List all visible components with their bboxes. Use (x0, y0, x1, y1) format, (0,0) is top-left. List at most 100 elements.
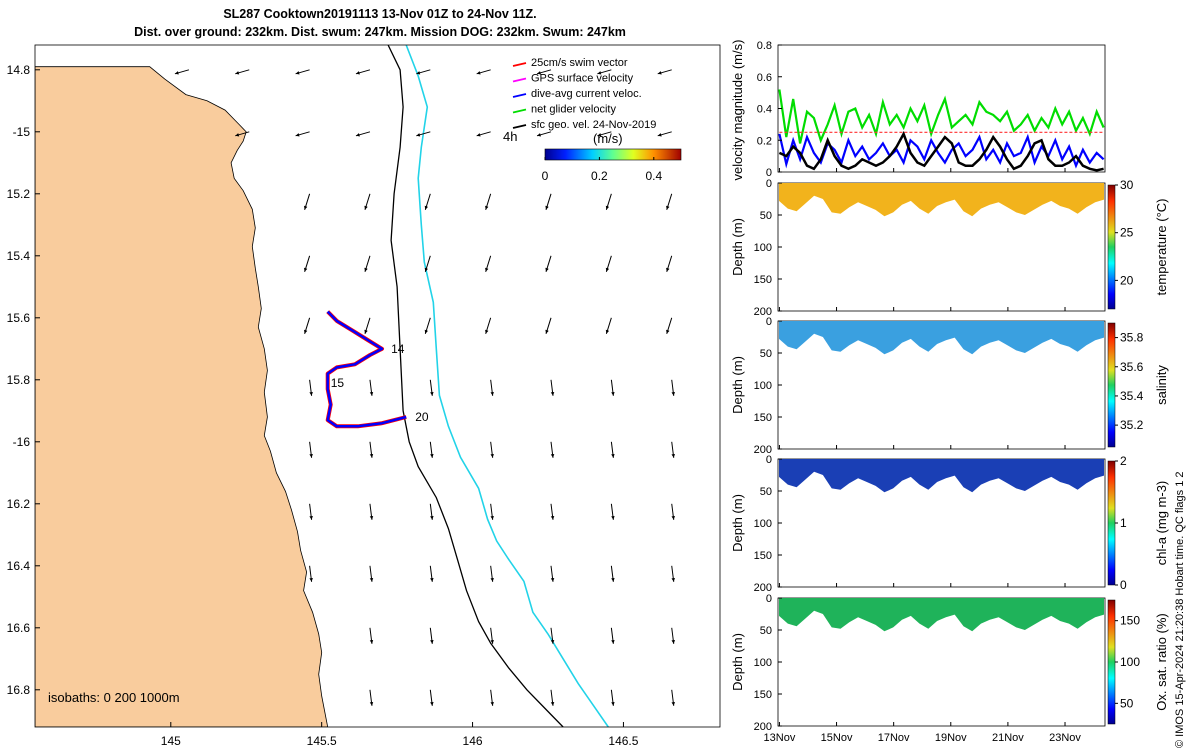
geo-vector-head (611, 454, 615, 458)
section-colorbar-tick-label: 30 (1120, 178, 1134, 192)
section-panel-temperature: 0 50 100 150 200 Depth (m) 20 25 30 temperature (… (730, 178, 1169, 318)
velocity-series (778, 89, 1105, 172)
map-y-tick-label: 16.8 (7, 683, 31, 697)
velocity-y-tick-label: 0.8 (757, 40, 772, 52)
map-x-axis: 145 145.5 146 146.5 (161, 722, 639, 748)
glider-track-blue (326, 310, 407, 428)
section-y-label: Depth (m) (730, 218, 745, 276)
speed-colorbar (544, 148, 682, 161)
time-tick-label: 23Nov (1049, 732, 1081, 744)
section-colorbar (1107, 460, 1116, 586)
legend-label: 25cm/s swim vector (531, 57, 628, 69)
section-panel-chla: 0 50 100 150 200 Depth (m) 0 1 2 chl-a (mg m-3) (730, 454, 1169, 594)
geo-vector-head (550, 702, 555, 706)
section-colorbar (1107, 184, 1116, 310)
section-colorbar-tick-label: 2 (1120, 454, 1127, 468)
section-y-label: Depth (m) (730, 356, 745, 414)
legend-label: dive-avg current veloc. (531, 88, 642, 100)
geo-vector-head (416, 133, 421, 137)
legend-label: GPS surface velocity (531, 73, 634, 85)
geo-vector-head (537, 133, 541, 137)
geo-vector-head (657, 133, 662, 137)
section-colorbar-tick-label: 1 (1120, 516, 1127, 530)
section-data-fill (779, 459, 1104, 493)
section-colorbar-tick-label: 0 (1120, 578, 1127, 592)
section-colorbar (1107, 599, 1116, 725)
geo-vector-head (657, 71, 662, 75)
map-y-tick-label: -16 (13, 435, 31, 449)
legend-label: sfc geo. vel. 24-Nov-2019 (531, 119, 656, 131)
section-y-tick-label: 100 (754, 518, 772, 530)
geo-vector-head (550, 454, 555, 458)
section-y-tick-label: 0 (766, 316, 772, 328)
section-colorbar-tick-label: 25 (1120, 226, 1134, 240)
colorbar-unit: (m/s) (593, 131, 623, 146)
geo-vector-head (174, 71, 179, 75)
legend-swatch (512, 62, 527, 67)
section-y-tick-label: 50 (760, 348, 772, 360)
geo-vector-head (235, 71, 240, 75)
time-tick-label: 15Nov (821, 732, 853, 744)
geo-vector-head (550, 640, 555, 644)
geo-vector-head (295, 71, 300, 75)
section-colorbar-tick-label: 50 (1120, 696, 1134, 710)
geo-vector-head (309, 454, 313, 458)
section-y-tick-label: 100 (754, 380, 772, 392)
velocity-y-tick-label: 0.6 (757, 72, 772, 84)
time-axis: 13Nov 15Nov 17Nov 19Nov 21Nov 23Nov (764, 168, 1081, 744)
geo-vector-head (430, 454, 434, 458)
section-y-tick-label: 100 (754, 242, 772, 254)
section-y-tick-label: 50 (760, 625, 772, 637)
section-data-fill (779, 183, 1104, 217)
surface-geostrophic-vectors (174, 69, 675, 706)
geo-vector-head (485, 205, 489, 210)
track-day-label: 14 (391, 342, 405, 356)
time-marker-label: 4h (503, 129, 517, 144)
section-colorbar-label: temperature (°C) (1154, 199, 1169, 296)
map-x-tick-label: 146 (463, 734, 483, 748)
section-panel-salinity: 0 50 100 150 200 Depth (m) 35.2 35.4 35.6 35.8 sal… (730, 316, 1169, 456)
time-tick-label: 19Nov (935, 732, 967, 744)
geo-vector-head (304, 205, 308, 210)
geo-vector-head (490, 578, 494, 582)
map-frame (34, 44, 721, 728)
geo-vector-head (430, 392, 434, 396)
map-y-tick-label: 15.4 (7, 249, 31, 263)
velocity-y-axis: 0 0.2 0.4 0.6 0.8 (757, 40, 782, 179)
geo-vector-head (309, 516, 313, 520)
speed-colorbar-ticks: 0 0.2 0.4 (542, 157, 662, 183)
geo-vector-head (364, 267, 368, 272)
velocity-series-line (778, 89, 1105, 144)
geo-vector-head (424, 329, 428, 334)
geo-vector-head (550, 392, 555, 396)
geo-vector-head (235, 133, 240, 137)
map-x-tick-label: 145.5 (307, 734, 337, 748)
geo-vector-head (295, 133, 300, 137)
section-y-label: Depth (m) (730, 633, 745, 691)
geo-vector-head (369, 516, 374, 520)
time-tick-label: 21Nov (992, 732, 1024, 744)
map-y-tick-label: 16.6 (7, 621, 31, 635)
geo-vector-head (485, 329, 489, 334)
track-day-label: 20 (415, 410, 429, 424)
velocity-series-line (778, 130, 1104, 172)
track-day-labels: 14 15 20 (331, 342, 429, 424)
geo-vector-head (597, 71, 602, 75)
geo-vector-head (424, 267, 428, 272)
section-colorbar-label: Ox. sat. ratio (%) (1154, 613, 1169, 711)
geo-vector-head (430, 640, 434, 644)
section-data-fill (779, 321, 1104, 355)
geo-vector-head (356, 133, 360, 137)
map-y-tick-label: 15.8 (7, 373, 31, 387)
section-data-fill (779, 598, 1104, 632)
isobath-note: isobaths: 0 200 1000m (48, 690, 180, 705)
isobath-200m-line (387, 45, 564, 727)
geo-vector-head (309, 392, 313, 396)
section-y-tick-label: 50 (760, 210, 772, 222)
section-y-tick-label: 200 (754, 444, 772, 456)
geo-vector-head (545, 205, 549, 210)
geo-vector-head (611, 702, 615, 706)
